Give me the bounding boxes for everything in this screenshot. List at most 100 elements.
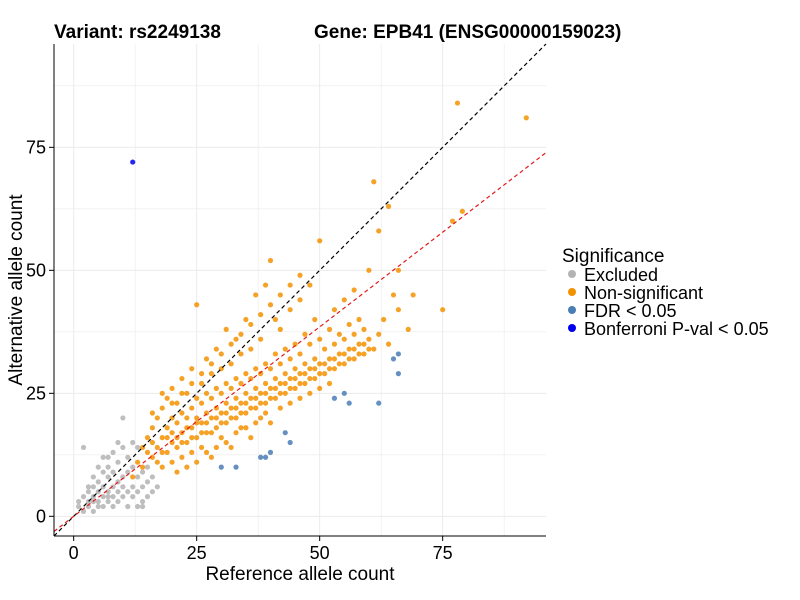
data-point-non-significant: [248, 395, 254, 401]
data-point-non-significant: [218, 435, 224, 441]
data-point-non-significant: [213, 425, 219, 431]
data-point-non-significant: [144, 449, 151, 455]
data-point-excluded: [105, 464, 111, 470]
data-point-non-significant: [312, 356, 318, 362]
data-point-non-significant: [371, 346, 377, 352]
data-point-non-significant: [523, 115, 529, 121]
data-point-non-significant: [267, 366, 274, 372]
data-point-non-significant: [228, 405, 234, 411]
data-point-non-significant: [287, 356, 293, 362]
data-point-non-significant: [169, 430, 175, 436]
data-point-non-significant: [233, 430, 239, 436]
data-point-non-significant: [336, 351, 342, 357]
data-point-non-significant: [154, 459, 160, 465]
data-point-non-significant: [179, 439, 185, 446]
data-point-non-significant: [159, 435, 165, 441]
data-point-excluded: [80, 494, 87, 500]
data-point-non-significant: [331, 307, 338, 313]
data-point-non-significant: [258, 336, 264, 342]
data-point-non-significant: [174, 400, 180, 406]
data-point-non-significant: [262, 400, 269, 406]
data-point-non-significant: [238, 351, 244, 357]
data-point-non-significant: [179, 410, 185, 416]
data-point-non-significant: [331, 356, 338, 362]
data-point-fdr-0-05: [390, 356, 397, 362]
data-point-non-significant: [243, 410, 249, 416]
data-point-excluded: [85, 489, 92, 495]
data-point-non-significant: [336, 331, 342, 337]
data-point-non-significant: [243, 425, 249, 431]
legend: Significance ExcludedNon-significantFDR …: [562, 246, 769, 339]
data-point-non-significant: [203, 356, 210, 362]
data-point-non-significant: [144, 435, 151, 441]
data-point-excluded: [120, 474, 126, 480]
data-point-non-significant: [336, 361, 342, 367]
data-point-non-significant: [258, 415, 264, 421]
data-point-excluded: [90, 474, 96, 480]
legend-key: [568, 306, 576, 314]
data-point-non-significant: [307, 390, 313, 396]
data-point-non-significant: [203, 390, 210, 396]
data-point-non-significant: [213, 385, 219, 391]
data-point-fdr-0-05: [282, 430, 288, 436]
data-point-non-significant: [223, 439, 229, 446]
data-point-non-significant: [287, 375, 293, 382]
data-point-non-significant: [194, 435, 200, 441]
data-point-excluded: [130, 464, 136, 470]
data-point-non-significant: [267, 302, 274, 308]
data-point-excluded: [139, 469, 146, 475]
data-point-non-significant: [238, 410, 244, 416]
data-point-non-significant: [130, 474, 136, 480]
data-point-non-significant: [395, 267, 401, 273]
data-point-non-significant: [366, 346, 372, 352]
data-point-fdr-0-05: [218, 464, 224, 470]
data-point-non-significant: [312, 316, 318, 323]
data-point-non-significant: [189, 366, 195, 372]
data-point-non-significant: [253, 395, 259, 401]
data-point-non-significant: [326, 366, 333, 372]
data-point-non-significant: [282, 346, 288, 352]
data-point-non-significant: [287, 400, 293, 406]
data-point-non-significant: [262, 282, 269, 288]
data-point-fdr-0-05: [233, 464, 239, 470]
data-point-non-significant: [223, 400, 229, 406]
legend-key: [568, 288, 576, 296]
data-point-non-significant: [135, 459, 141, 465]
data-point-excluded: [130, 439, 136, 446]
data-point-non-significant: [410, 292, 416, 298]
data-point-non-significant: [203, 430, 210, 436]
data-point-non-significant: [326, 380, 333, 387]
data-point-non-significant: [194, 395, 200, 401]
x-tick-label: 75: [433, 543, 453, 563]
data-point-non-significant: [302, 331, 308, 337]
data-point-non-significant: [194, 420, 200, 426]
data-point-non-significant: [248, 405, 254, 411]
data-point-non-significant: [307, 341, 313, 347]
x-tick-label: 0: [69, 543, 79, 563]
legend-label: Excluded: [584, 265, 658, 285]
data-point-non-significant: [341, 361, 347, 367]
data-point-non-significant: [346, 321, 352, 328]
data-point-excluded: [125, 454, 131, 460]
data-point-non-significant: [267, 257, 274, 264]
data-point-non-significant: [248, 346, 254, 352]
data-point-non-significant: [248, 435, 254, 441]
data-point-non-significant: [223, 380, 229, 387]
data-point-non-significant: [262, 380, 269, 387]
data-point-non-significant: [385, 203, 392, 209]
data-point-non-significant: [194, 415, 200, 421]
data-point-non-significant: [361, 341, 367, 347]
data-point-non-significant: [223, 410, 229, 416]
data-point-excluded: [130, 494, 136, 500]
data-point-non-significant: [189, 380, 195, 387]
data-point-non-significant: [287, 385, 293, 391]
data-point-non-significant: [243, 316, 249, 323]
data-point-non-significant: [238, 331, 244, 337]
data-point-non-significant: [243, 371, 249, 377]
data-point-non-significant: [341, 297, 347, 303]
data-point-excluded: [125, 489, 131, 495]
data-point-non-significant: [356, 351, 362, 357]
data-point-excluded: [154, 484, 160, 490]
data-point-non-significant: [287, 307, 293, 313]
data-point-non-significant: [253, 366, 259, 372]
